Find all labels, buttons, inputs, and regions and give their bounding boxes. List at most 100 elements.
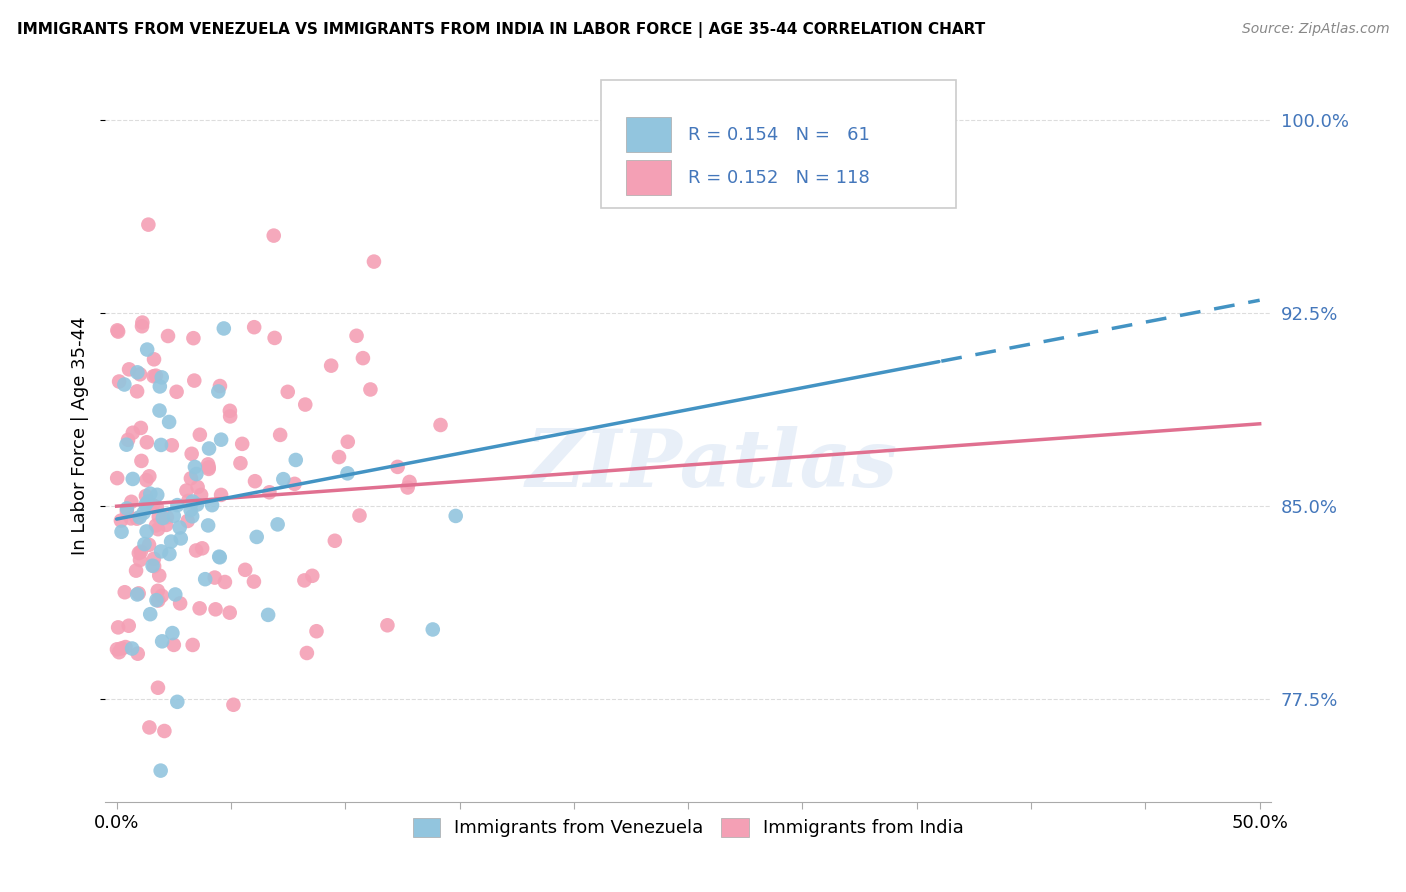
Point [359, 383, 381, 397]
Point [135, 498, 157, 512]
Point [121, 425, 143, 440]
Point [149, 764, 172, 778]
Point [181, 509, 204, 524]
Point [129, 553, 152, 567]
Point [346, 328, 368, 343]
Text: IMMIGRANTS FROM VENEZUELA VS IMMIGRANTS FROM INDIA IN LABOR FORCE | AGE 35-44 CO: IMMIGRANTS FROM VENEZUELA VS IMMIGRANTS … [17, 22, 986, 38]
Point [209, 433, 232, 447]
Point [131, 454, 153, 468]
Point [181, 638, 204, 652]
Point [135, 524, 157, 539]
Point [117, 433, 139, 447]
Point [352, 351, 374, 365]
Point [128, 586, 150, 600]
Point [108, 375, 131, 389]
Point [305, 624, 328, 639]
Point [273, 472, 295, 486]
Point [139, 486, 162, 500]
Point [323, 533, 346, 548]
Point [197, 518, 219, 533]
Point [166, 695, 188, 709]
Point [269, 428, 291, 442]
Point [263, 331, 285, 345]
Point [146, 488, 169, 502]
Point [159, 547, 181, 561]
Point [197, 458, 219, 472]
Point [142, 369, 165, 384]
Point [163, 508, 186, 523]
Point [208, 550, 231, 565]
Point [150, 634, 173, 648]
Point [105, 323, 128, 337]
Point [301, 569, 323, 583]
Point [110, 524, 132, 539]
Point [208, 549, 231, 564]
Point [150, 370, 173, 384]
Point [214, 574, 236, 589]
Point [150, 589, 173, 603]
Point [169, 520, 191, 534]
Point [197, 462, 219, 476]
Point [114, 585, 136, 599]
Point [321, 359, 343, 373]
Point [201, 498, 224, 512]
Point [294, 398, 316, 412]
Point [146, 500, 169, 515]
Point [295, 646, 318, 660]
Point [162, 626, 184, 640]
FancyBboxPatch shape [626, 161, 671, 195]
Point [142, 499, 165, 513]
Point [243, 574, 266, 589]
Point [153, 724, 176, 739]
Point [156, 329, 179, 343]
Point [107, 325, 129, 339]
Point [190, 488, 212, 502]
Text: ZIPatlas: ZIPatlas [526, 426, 897, 503]
Point [191, 541, 214, 556]
Y-axis label: In Labor Force | Age 35-44: In Labor Force | Age 35-44 [72, 316, 89, 555]
Point [156, 510, 179, 524]
Point [148, 509, 170, 524]
Point [166, 384, 188, 399]
Point [138, 721, 160, 735]
Point [243, 320, 266, 334]
Point [143, 559, 166, 574]
Point [132, 506, 155, 520]
Point [277, 384, 299, 399]
Point [170, 532, 193, 546]
Point [135, 489, 157, 503]
Point [129, 544, 152, 558]
Point [176, 514, 198, 528]
Point [148, 403, 170, 417]
Point [284, 476, 307, 491]
Point [143, 352, 166, 367]
Point [129, 368, 152, 382]
Point [125, 564, 148, 578]
Point [177, 494, 200, 508]
Point [165, 587, 187, 601]
Point [160, 534, 183, 549]
Point [145, 518, 167, 533]
Point [129, 421, 152, 435]
Point [135, 435, 157, 450]
Point [105, 642, 128, 657]
Point [263, 228, 285, 243]
Point [149, 379, 172, 393]
Point [166, 498, 188, 512]
Point [127, 365, 149, 379]
Point [146, 583, 169, 598]
Point [131, 316, 153, 330]
Point [183, 374, 205, 388]
Point [180, 471, 202, 485]
Point [197, 460, 219, 475]
Point [246, 530, 269, 544]
Point [142, 558, 165, 573]
Point [186, 467, 208, 481]
FancyBboxPatch shape [600, 79, 956, 208]
Point [188, 601, 211, 615]
Point [120, 511, 142, 525]
Text: R = 0.152   N = 118: R = 0.152 N = 118 [688, 169, 870, 186]
Point [105, 471, 128, 485]
Point [204, 602, 226, 616]
Point [444, 508, 467, 523]
